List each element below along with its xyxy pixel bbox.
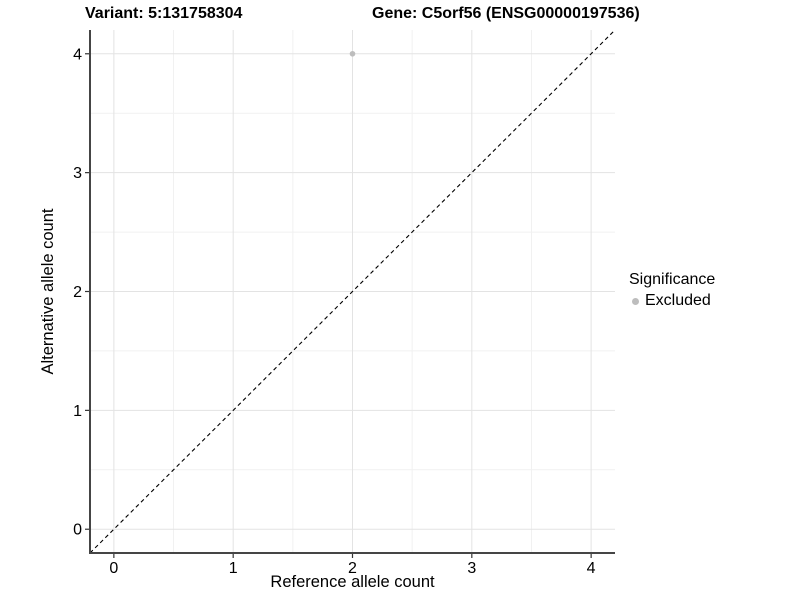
x-tick-label: 4 xyxy=(587,560,596,577)
y-tick-label: 1 xyxy=(73,403,82,420)
identity-line xyxy=(89,29,616,554)
y-tick-label: 2 xyxy=(73,284,82,301)
legend-swatch-icon xyxy=(632,297,639,305)
variant-title: Variant: 5:131758304 xyxy=(85,5,243,22)
x-tick-label: 2 xyxy=(348,560,357,577)
data-point xyxy=(349,50,356,57)
legend-item-label: Excluded xyxy=(645,292,711,309)
x-tick-label: 1 xyxy=(229,560,238,577)
y-tick-label: 0 xyxy=(73,522,82,539)
legend-title: Significance xyxy=(629,271,716,288)
y-tick-label: 3 xyxy=(73,165,82,182)
x-tick-label: 0 xyxy=(109,560,118,577)
x-axis-title: Reference allele count xyxy=(270,573,435,591)
legend: Significance Excluded xyxy=(629,271,715,310)
y-tick-label: 4 xyxy=(73,46,82,63)
gene-title: Gene: C5orf56 (ENSG00000197536) xyxy=(372,5,640,22)
x-tick-label: 3 xyxy=(467,560,476,577)
legend-item-excluded: Excluded xyxy=(632,292,715,310)
y-axis-title: Alternative allele count xyxy=(39,208,57,375)
